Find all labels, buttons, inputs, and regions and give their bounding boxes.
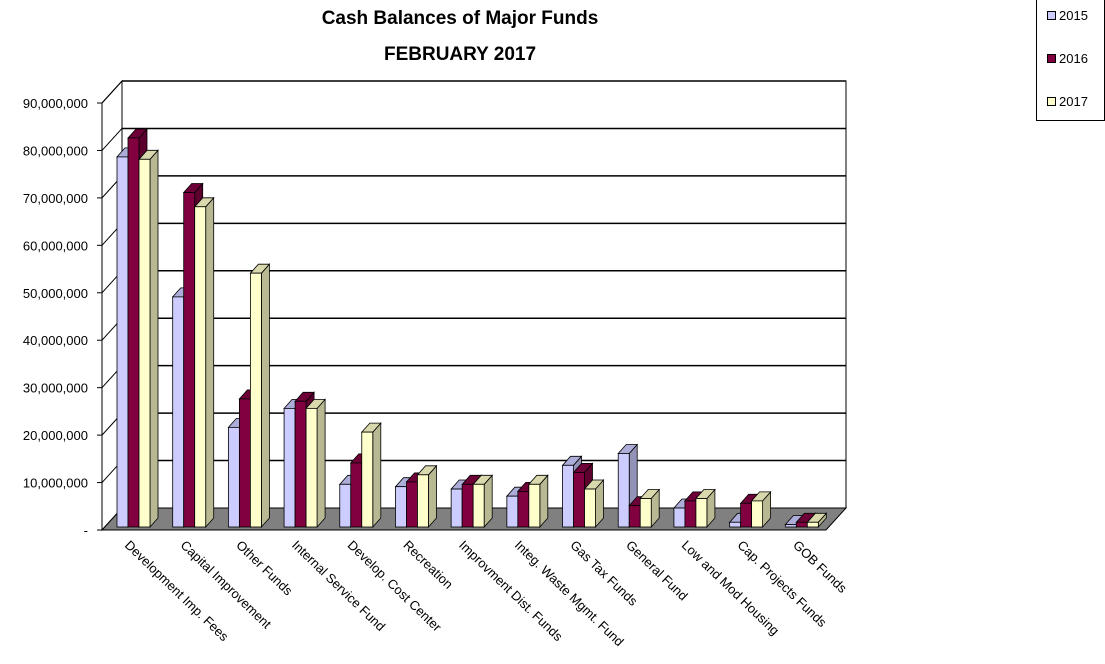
bar-2017-4 <box>361 431 374 528</box>
bar-2017-8 <box>584 488 596 528</box>
bar-2017-3 <box>305 407 318 528</box>
bar-2015-0 <box>116 156 129 528</box>
y-tick-label: - <box>84 523 88 538</box>
bar-2016-0 <box>127 137 140 528</box>
bar-2016-10 <box>684 500 697 528</box>
y-tick-label: 50,000,000 <box>23 286 88 301</box>
x-tick-label: Development Imp. Fees <box>122 537 232 644</box>
bar-2015-5 <box>395 486 407 528</box>
bar-2016-7 <box>517 491 530 528</box>
y-tick-label: 70,000,000 <box>23 191 88 206</box>
bar-2015-1 <box>172 296 185 528</box>
bar-2015-10 <box>673 507 686 528</box>
bar-2016-8 <box>573 472 585 528</box>
legend-label-2017: 2017 <box>1059 93 1088 109</box>
bar-2017-5 <box>417 474 429 528</box>
y-tick-label: 80,000,000 <box>23 143 88 158</box>
bar-2015-2 <box>227 426 240 528</box>
x-tick-label: Low and Mod Housing <box>679 537 782 638</box>
x-tick-label: GOB Funds <box>790 537 850 596</box>
bar-2015-11 <box>729 521 742 528</box>
bar-2015-4 <box>339 483 352 528</box>
x-tick-label: Improvment Dist. Funds <box>456 537 566 644</box>
y-tick-label: 30,000,000 <box>23 381 88 396</box>
bar-side <box>428 464 437 529</box>
legend-label-2015: 2015 <box>1059 7 1088 23</box>
bar-2017-2 <box>249 272 262 528</box>
bar-2016-6 <box>461 483 474 528</box>
x-tick-label: Capital Improvement <box>178 537 275 631</box>
y-tick-label: 60,000,000 <box>23 238 88 253</box>
y-tick-label: 10,000,000 <box>23 476 88 491</box>
legend-label-2016: 2016 <box>1059 50 1088 66</box>
bar-2015-6 <box>450 488 463 528</box>
chart-legend: 2015 2016 2017 <box>1036 0 1105 121</box>
bar-2016-12 <box>795 521 808 528</box>
bar-2017-0 <box>138 158 151 528</box>
bar-2017-11 <box>751 500 764 528</box>
bar-2015-7 <box>506 495 519 528</box>
x-tick-label: Develop. Cost Center <box>345 537 445 635</box>
x-tick-label: Recreation <box>400 537 456 591</box>
x-tick-label: Integ. Waste Mgmt. Fund <box>512 537 627 649</box>
chart-subtitle: FEBRUARY 2017 <box>383 44 537 65</box>
legend-item-2015: 2015 <box>1047 7 1088 23</box>
bar-2017-12 <box>806 521 819 528</box>
bar-2016-11 <box>740 502 753 528</box>
legend-swatch-2016 <box>1047 53 1056 63</box>
legend-swatch-2017 <box>1047 96 1056 106</box>
bar-2017-6 <box>472 483 485 528</box>
y-tick-label: 90,000,000 <box>23 96 88 111</box>
gridline-side <box>101 128 123 151</box>
y-tick-label: 20,000,000 <box>23 428 88 443</box>
bar-2017-1 <box>194 206 207 528</box>
bar-side <box>205 196 215 529</box>
bar-2016-2 <box>238 398 251 528</box>
legend-item-2016: 2016 <box>1047 50 1088 66</box>
bar-2016-9 <box>628 505 641 528</box>
legend-item-2017: 2017 <box>1047 93 1088 109</box>
bar-2015-8 <box>562 464 574 528</box>
x-tick-label: Internal Service Fund <box>289 537 388 634</box>
chart-title: Cash Balances of Major Funds <box>321 8 599 29</box>
bar-2015-12 <box>784 524 797 528</box>
bar-2016-4 <box>350 462 363 528</box>
legend-swatch-2015 <box>1047 10 1056 20</box>
y-tick-label: 40,000,000 <box>23 333 88 348</box>
bar-side <box>316 398 326 529</box>
bar-2016-3 <box>294 400 307 528</box>
gridline-side <box>101 80 123 104</box>
bar-2017-9 <box>639 498 652 528</box>
bar-side <box>260 263 270 529</box>
bar-2017-7 <box>528 483 541 528</box>
bar-2016-5 <box>406 481 418 528</box>
bar-2016-1 <box>183 192 196 528</box>
bar-2015-3 <box>283 407 296 528</box>
bar-2017-10 <box>695 498 708 528</box>
bar-side <box>372 422 382 529</box>
bar-side <box>149 149 159 529</box>
bar-2015-9 <box>617 453 630 528</box>
